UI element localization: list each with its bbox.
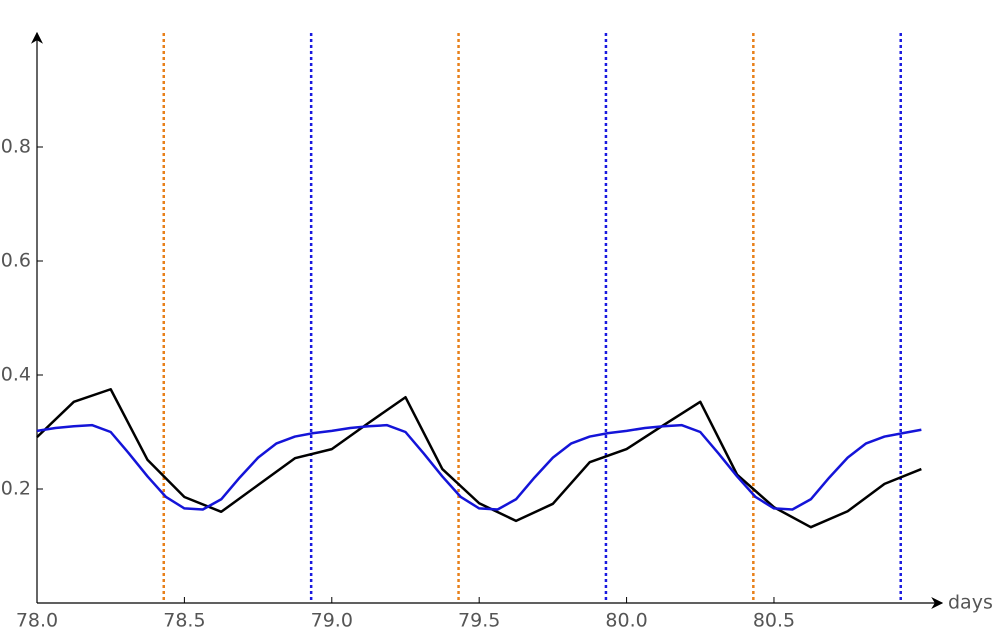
x-tick-label: 80.5 xyxy=(753,610,795,632)
y-tick-label: 0.8 xyxy=(1,136,31,158)
x-axis-label: days xyxy=(948,592,993,614)
x-tick-label: 78.0 xyxy=(16,610,58,632)
x-tick-label: 78.5 xyxy=(163,610,205,632)
series-line xyxy=(36,423,922,511)
x-tick-label: 80.0 xyxy=(605,610,647,632)
x-tick-label: 79.0 xyxy=(311,610,353,632)
y-tick-label: 0.6 xyxy=(1,250,31,272)
x-tick-label: 79.5 xyxy=(458,610,500,632)
y-tick-label: 0.4 xyxy=(1,364,31,386)
series-line xyxy=(36,388,922,529)
y-tick-label: 0.2 xyxy=(1,478,31,500)
